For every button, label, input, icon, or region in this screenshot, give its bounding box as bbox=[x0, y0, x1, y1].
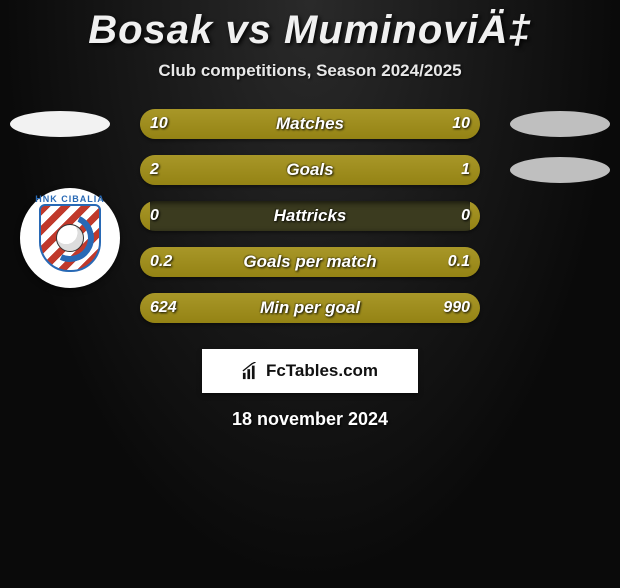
stat-label: Goals per match bbox=[140, 247, 480, 277]
stat-bar-track: 624990Min per goal bbox=[140, 293, 480, 323]
stat-label: Matches bbox=[140, 109, 480, 139]
player1-badge-icon bbox=[10, 111, 110, 137]
brand-text: FcTables.com bbox=[266, 361, 378, 381]
date-label: 18 november 2024 bbox=[0, 409, 620, 430]
stat-bar-track: 00Hattricks bbox=[140, 201, 480, 231]
player2-badge-icon bbox=[510, 111, 610, 137]
player2-badge-icon bbox=[510, 157, 610, 183]
bar-chart-icon bbox=[242, 362, 260, 380]
brand-badge[interactable]: FcTables.com bbox=[202, 349, 418, 393]
club-logo: HNK CIBALIA bbox=[20, 188, 120, 288]
stat-label: Min per goal bbox=[140, 293, 480, 323]
subtitle: Club competitions, Season 2024/2025 bbox=[0, 61, 620, 81]
club-shield-icon bbox=[39, 204, 101, 272]
stat-label: Hattricks bbox=[140, 201, 480, 231]
stat-label: Goals bbox=[140, 155, 480, 185]
stat-bar-track: 21Goals bbox=[140, 155, 480, 185]
club-ball-icon bbox=[56, 224, 84, 252]
stat-bar-track: 1010Matches bbox=[140, 109, 480, 139]
stat-row: 624990Min per goal bbox=[0, 289, 620, 335]
stat-row: 21Goals bbox=[0, 151, 620, 197]
stat-row: 1010Matches bbox=[0, 105, 620, 151]
page-title: Bosak vs MuminoviÄ‡ bbox=[0, 8, 620, 53]
club-logo-text: HNK CIBALIA bbox=[35, 194, 105, 204]
stat-bar-track: 0.20.1Goals per match bbox=[140, 247, 480, 277]
